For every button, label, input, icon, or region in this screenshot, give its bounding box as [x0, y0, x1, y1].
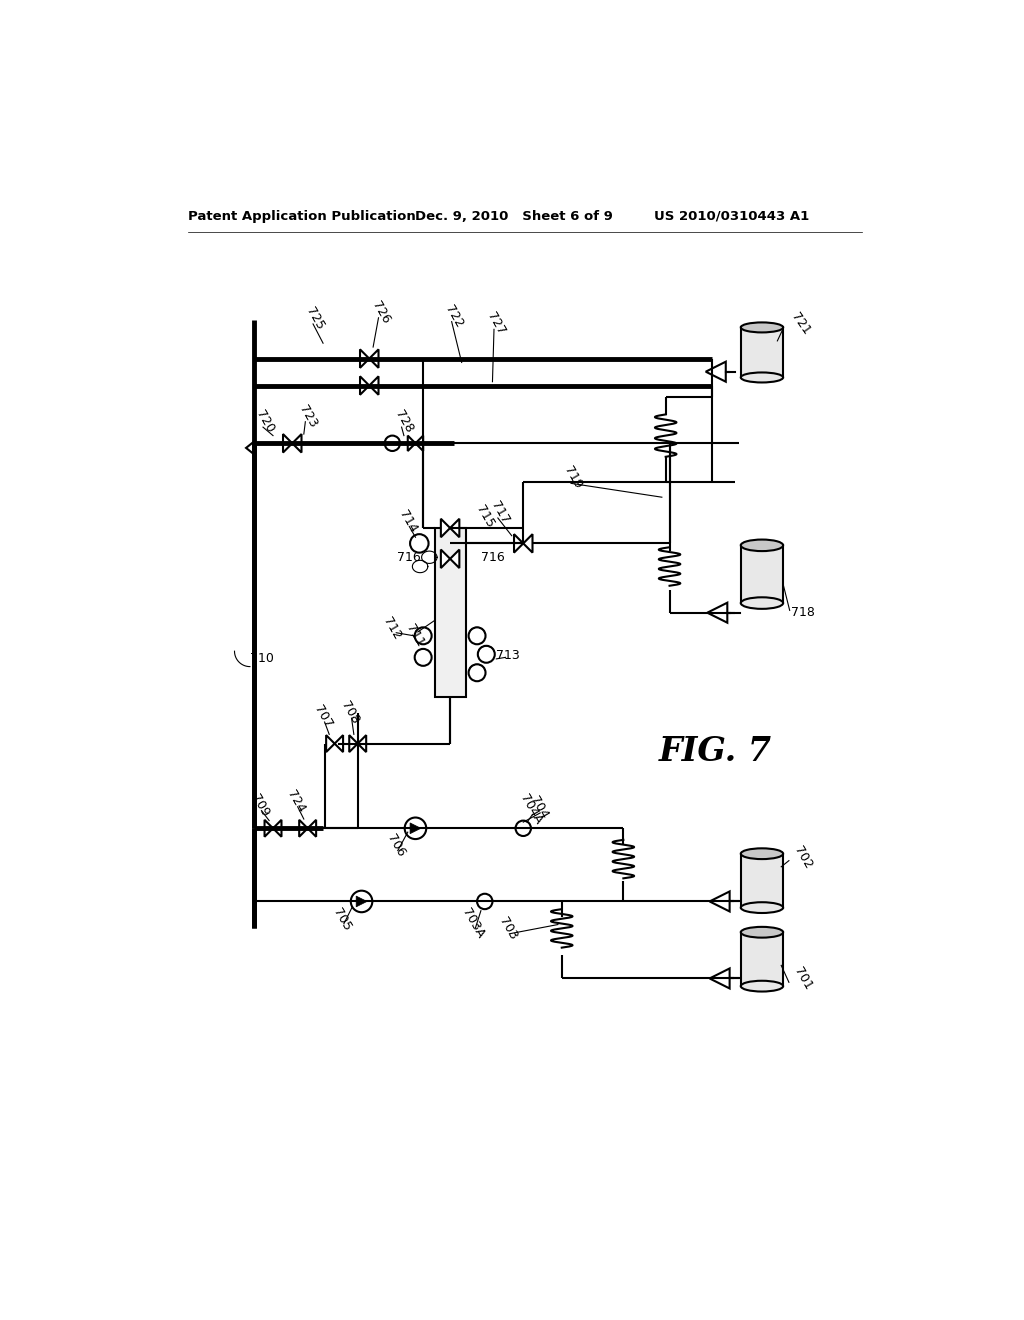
Polygon shape: [451, 549, 460, 568]
Polygon shape: [273, 820, 282, 837]
Polygon shape: [523, 535, 532, 553]
Text: 701: 701: [792, 965, 814, 993]
Ellipse shape: [740, 372, 783, 383]
Bar: [740, 854, 783, 908]
Polygon shape: [441, 549, 451, 568]
Text: 708: 708: [338, 700, 361, 726]
Polygon shape: [410, 822, 421, 834]
Polygon shape: [283, 434, 292, 453]
Text: FIG. 7: FIG. 7: [659, 735, 772, 768]
Text: 712: 712: [381, 615, 403, 642]
Text: 706: 706: [385, 833, 408, 859]
Polygon shape: [708, 603, 727, 623]
Polygon shape: [710, 891, 730, 911]
Text: 703A: 703A: [460, 906, 487, 940]
Text: 707: 707: [311, 704, 335, 730]
Text: Patent Application Publication: Patent Application Publication: [188, 210, 416, 223]
Text: 714: 714: [396, 508, 419, 536]
Polygon shape: [326, 735, 335, 752]
Polygon shape: [370, 376, 379, 395]
Text: 726: 726: [370, 298, 392, 326]
Polygon shape: [349, 735, 357, 752]
Polygon shape: [356, 896, 367, 907]
Text: 725: 725: [304, 305, 327, 333]
Polygon shape: [299, 820, 307, 837]
Text: Dec. 9, 2010   Sheet 6 of 9: Dec. 9, 2010 Sheet 6 of 9: [416, 210, 613, 223]
Ellipse shape: [740, 597, 783, 609]
Ellipse shape: [740, 903, 783, 913]
Ellipse shape: [740, 540, 783, 552]
Polygon shape: [307, 820, 316, 837]
Polygon shape: [370, 350, 379, 368]
Bar: [740, 932, 783, 986]
Text: 724: 724: [285, 788, 307, 814]
Text: 715: 715: [473, 503, 497, 531]
Text: 723: 723: [296, 403, 319, 430]
Text: 710: 710: [250, 652, 273, 665]
Text: 711: 711: [403, 622, 427, 649]
Text: 722: 722: [442, 302, 466, 330]
Polygon shape: [246, 442, 254, 454]
Polygon shape: [264, 820, 273, 837]
Text: 704: 704: [527, 793, 550, 821]
Text: 709: 709: [249, 792, 271, 818]
Text: 716: 716: [480, 550, 505, 564]
Ellipse shape: [740, 322, 783, 333]
Ellipse shape: [740, 981, 783, 991]
Text: 721: 721: [788, 310, 813, 338]
Text: 720: 720: [254, 408, 276, 436]
Text: 704A: 704A: [517, 792, 545, 826]
Text: 716: 716: [397, 550, 421, 564]
Polygon shape: [514, 535, 523, 553]
Polygon shape: [710, 969, 730, 989]
Polygon shape: [335, 735, 343, 752]
Polygon shape: [441, 519, 451, 537]
Bar: [740, 327, 783, 378]
Bar: [740, 545, 783, 603]
Polygon shape: [706, 362, 726, 381]
Text: 702: 702: [792, 843, 814, 871]
Text: 717: 717: [488, 499, 512, 527]
Text: 727: 727: [484, 310, 508, 338]
Text: 719: 719: [562, 465, 585, 491]
Polygon shape: [292, 434, 301, 453]
Ellipse shape: [740, 927, 783, 937]
Polygon shape: [360, 350, 370, 368]
Polygon shape: [360, 376, 370, 395]
Polygon shape: [408, 436, 416, 451]
Text: US 2010/0310443 A1: US 2010/0310443 A1: [654, 210, 809, 223]
Polygon shape: [357, 735, 367, 752]
Text: 703: 703: [497, 915, 519, 942]
Polygon shape: [416, 436, 423, 451]
Text: 713: 713: [496, 648, 520, 661]
Polygon shape: [451, 519, 460, 537]
Text: 718: 718: [792, 606, 815, 619]
Text: 705: 705: [331, 906, 354, 933]
Ellipse shape: [740, 849, 783, 859]
Bar: [435, 528, 466, 697]
Text: 728: 728: [392, 408, 416, 436]
